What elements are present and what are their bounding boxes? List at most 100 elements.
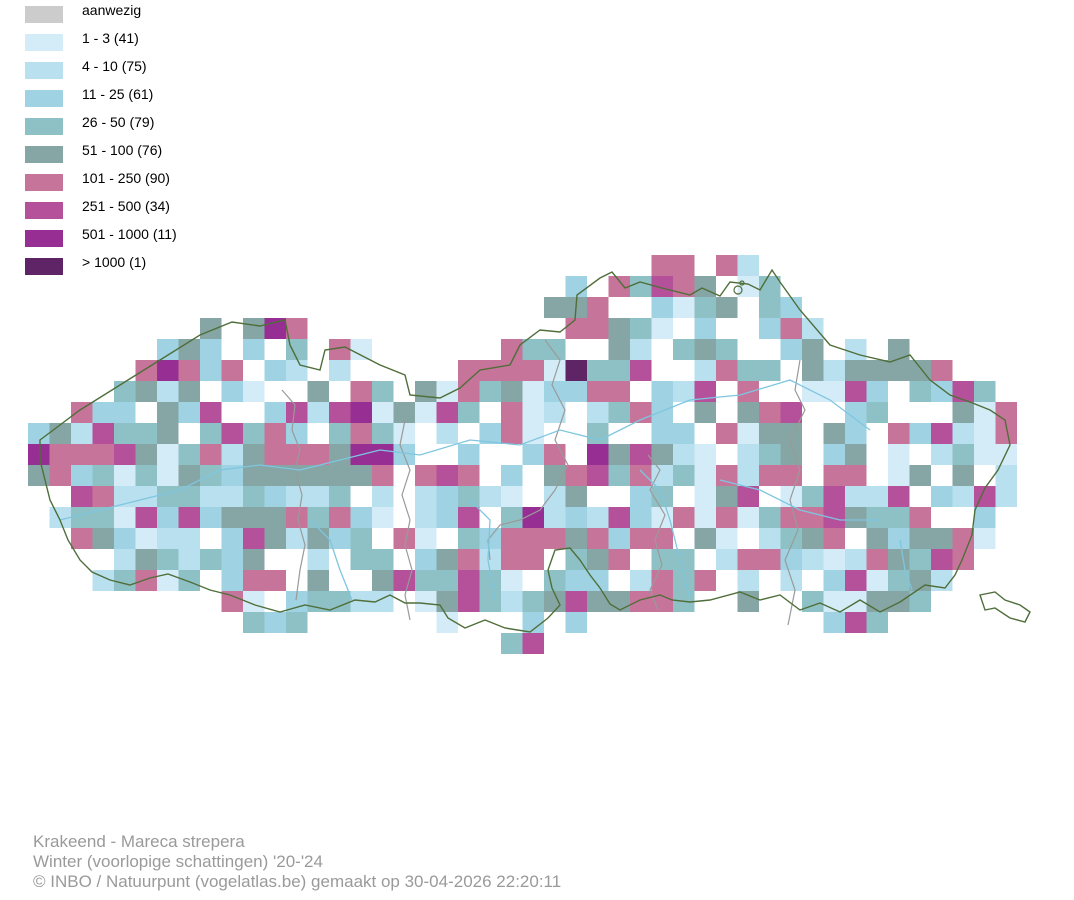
grid-cell [135,444,157,465]
grid-cell [608,528,630,549]
legend-swatch [25,258,63,275]
grid-cell [780,444,802,465]
grid-cell [49,444,71,465]
baarle-enclaves [733,280,745,295]
grid-cell [802,318,824,339]
grid-cell [823,528,845,549]
grid-cell [264,360,286,381]
grid-cell [350,507,372,528]
grid-cell [651,402,673,423]
grid-cell [479,528,501,549]
grid-cell [307,465,329,486]
grid-cell [608,381,630,402]
grid-cell [587,465,609,486]
grid-cell [931,549,953,570]
grid-cell [243,549,265,570]
province-boundaries [281,339,806,626]
grid-cell [28,423,50,444]
grid-cell [651,297,673,318]
grid-cell [845,591,867,612]
grid-cell [458,444,480,465]
grid-cell [522,444,544,465]
grid-cell [866,360,888,381]
grid-cell [995,402,1017,423]
grid-cell [501,570,523,591]
grid-cell [329,423,351,444]
grid-cell [135,570,157,591]
grid-cell [909,591,931,612]
grid-cell [458,507,480,528]
grid-cell [372,423,394,444]
grid-cell [845,486,867,507]
grid-cell [501,633,523,654]
grid-cell [114,528,136,549]
grid-cell [157,444,179,465]
grid-cell [888,486,910,507]
grid-cell [135,549,157,570]
grid-cell [630,486,652,507]
grid-cell [458,549,480,570]
grid-cell [415,528,437,549]
grid-cell [737,360,759,381]
grid-cell [544,360,566,381]
grid-cell [372,549,394,570]
grid-cell [673,423,695,444]
grid-cell [974,528,996,549]
grid-cell [436,381,458,402]
grid-cell [845,444,867,465]
grid-cell [995,465,1017,486]
grid-cell [759,402,781,423]
grid-cell [737,549,759,570]
grid-cell [243,381,265,402]
grid-cell [458,381,480,402]
grid-cell [823,612,845,633]
grid-cell [436,423,458,444]
credit-line: © INBO / Natuurpunt (vogelatlas.be) gema… [33,872,562,891]
grid-cell [92,486,114,507]
grid-cell [823,549,845,570]
grid-cell [845,339,867,360]
grid-cell [608,507,630,528]
grid-cell [393,423,415,444]
grid-cell [888,423,910,444]
grid-cell [780,549,802,570]
grid-cell [92,465,114,486]
grid-cell [200,318,222,339]
grid-cell [651,423,673,444]
grid-cell [737,423,759,444]
grid-cell [329,591,351,612]
grid-cell [264,570,286,591]
grid-cell [350,339,372,360]
grid-cell [92,528,114,549]
grid-cell [673,549,695,570]
grid-cell [759,465,781,486]
grid-cell [135,507,157,528]
grid-cell [673,381,695,402]
grid-cell [350,402,372,423]
grid-cell [243,318,265,339]
grid-cell [931,423,953,444]
grid-cell [630,339,652,360]
grid-cell [802,528,824,549]
grid-cell [845,402,867,423]
grid-cell [178,465,200,486]
legend-label: 11 - 25 (61) [82,86,154,102]
grid-cell [651,381,673,402]
grid-cell [952,423,974,444]
grid-cell [458,570,480,591]
grid-cell [329,402,351,423]
grid-cell [823,486,845,507]
grid-cell [178,444,200,465]
grid-cell [694,528,716,549]
grid-cell [415,570,437,591]
grid-cell [135,423,157,444]
grid-cell [888,507,910,528]
grid-cell [264,528,286,549]
grid-cell [737,381,759,402]
grid-cell [157,507,179,528]
species-name: Krakeend - Mareca strepera [33,832,245,851]
grid-cell [157,360,179,381]
grid-cell [436,486,458,507]
grid-cell [114,423,136,444]
grid-cell [694,444,716,465]
